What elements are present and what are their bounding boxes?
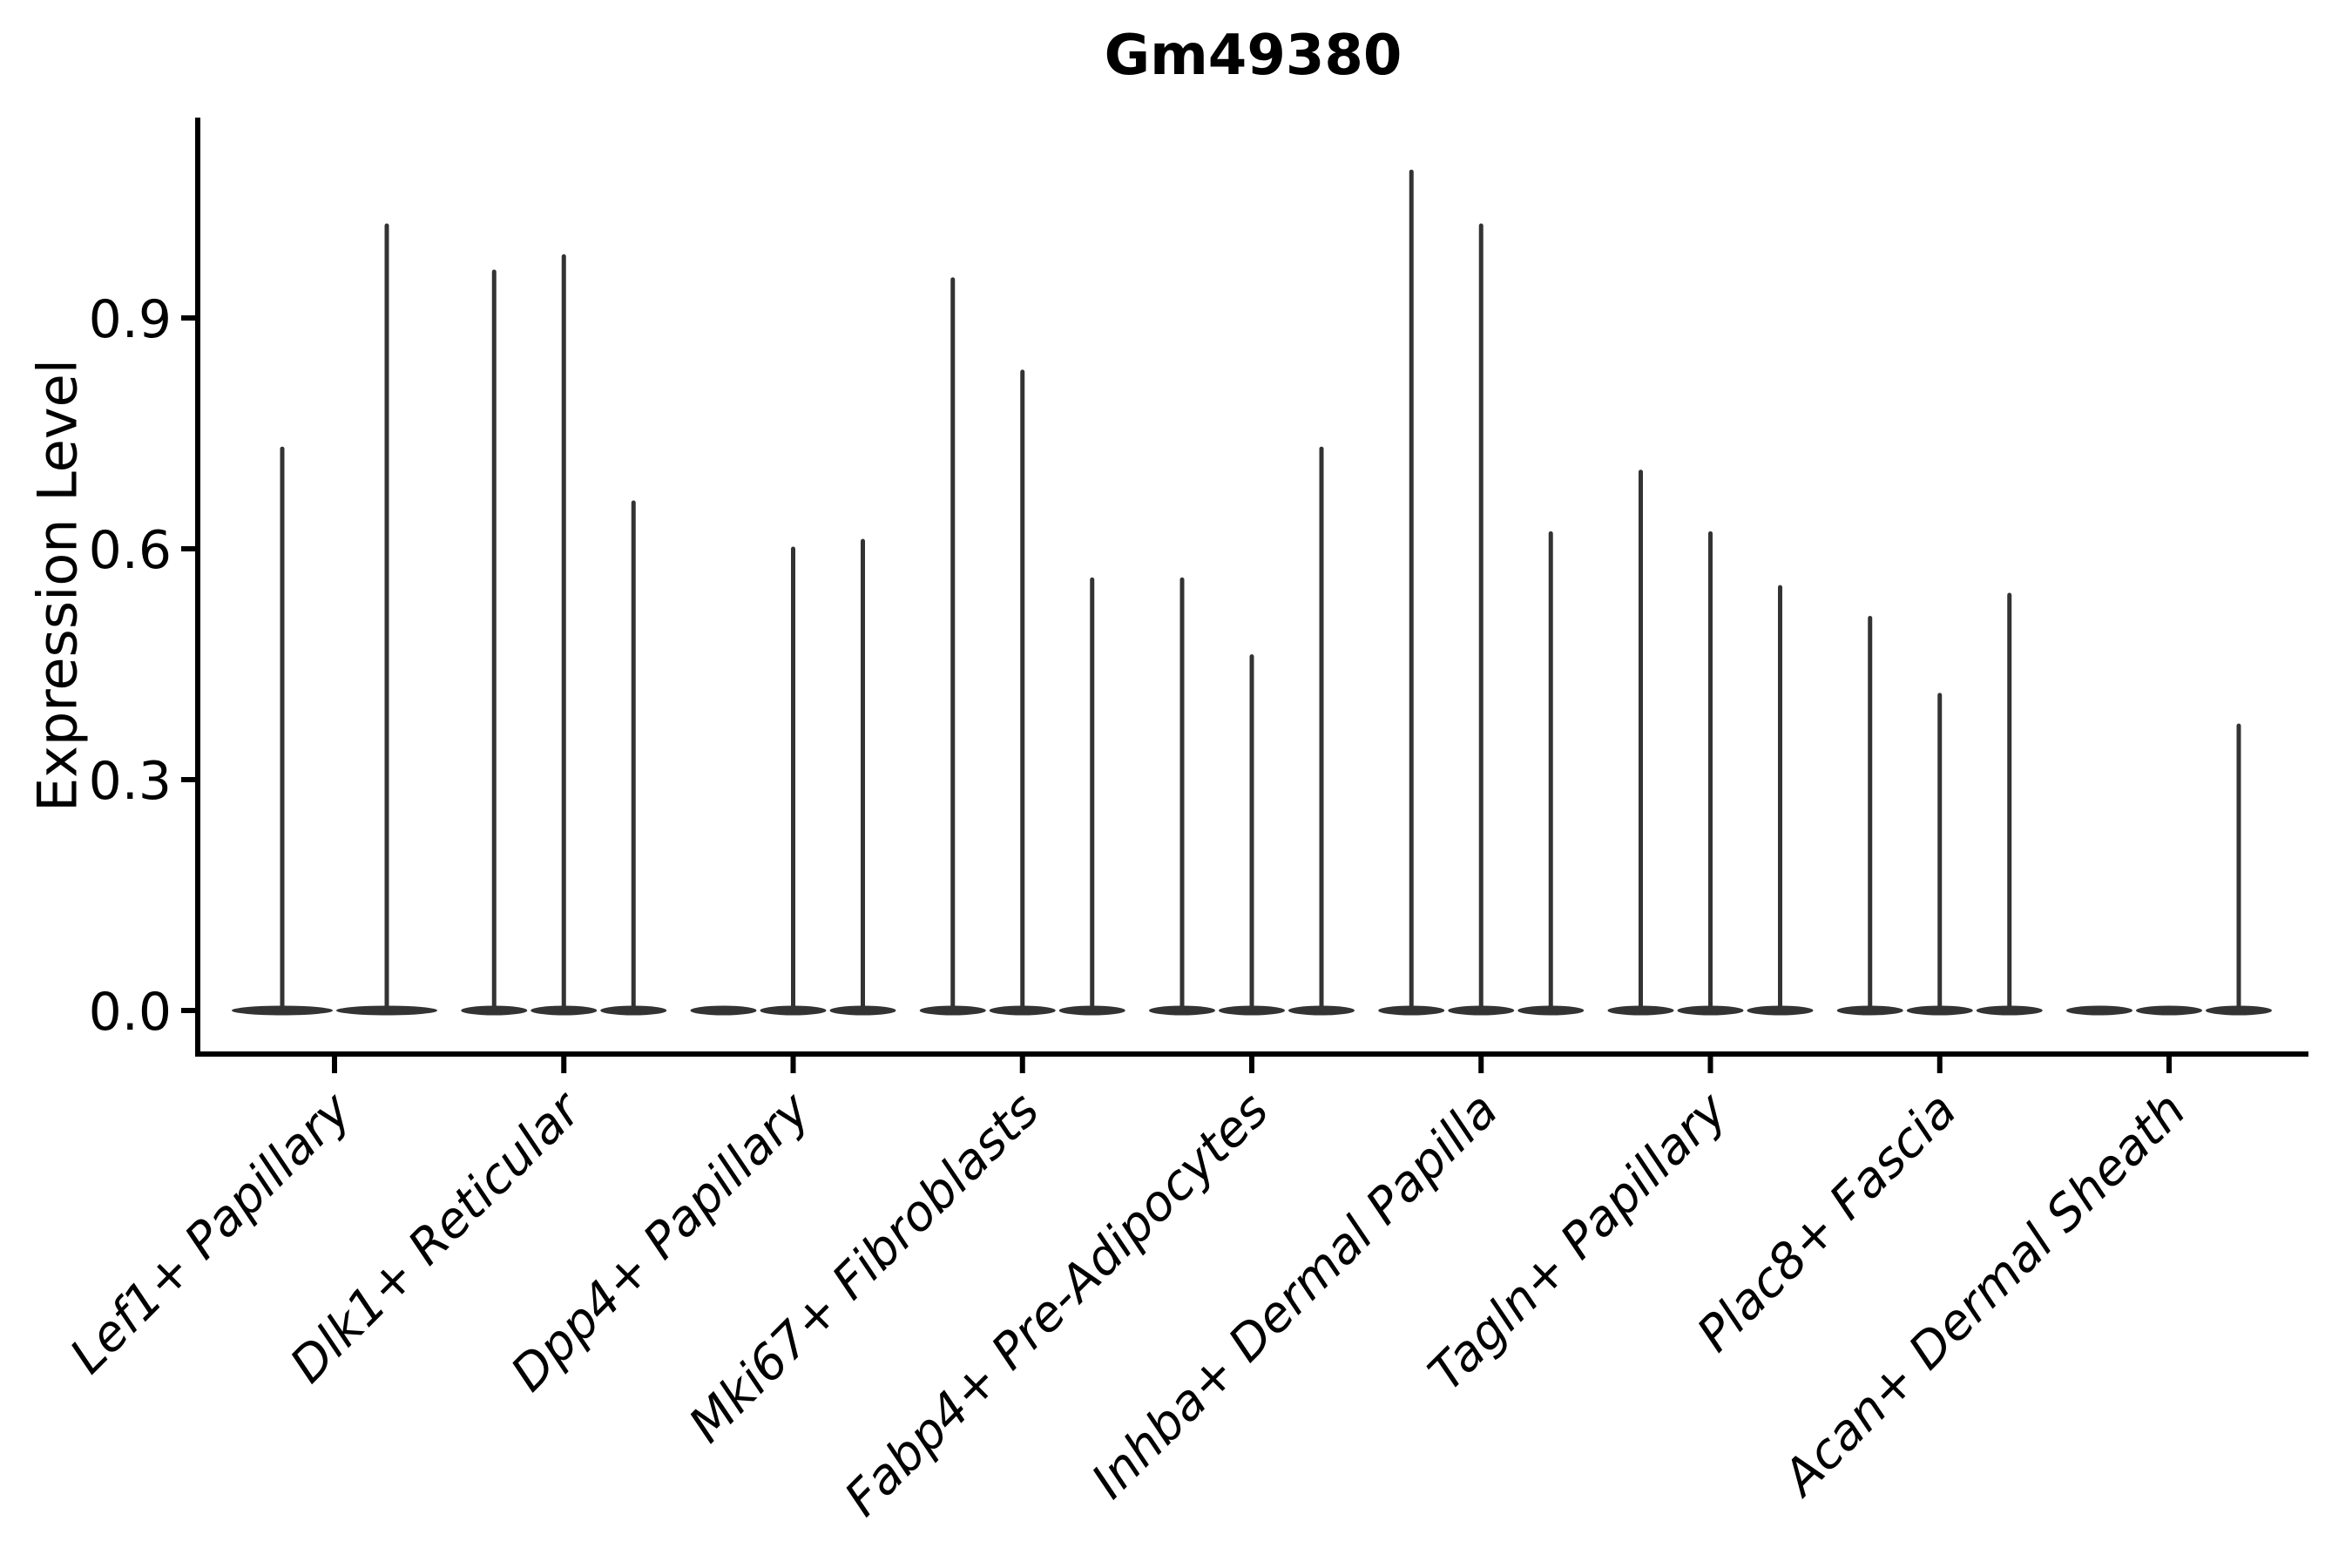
x-tick-label: Fabp4+ Pre-Adipocytes xyxy=(835,1082,1280,1527)
chart-title: Gm49380 xyxy=(1104,24,1402,88)
violin-base xyxy=(690,1005,757,1016)
y-tick-label: 0.3 xyxy=(89,751,172,812)
violin-base xyxy=(2136,1005,2202,1016)
y-tick-label: 0.0 xyxy=(89,982,172,1043)
x-tick-label: Inhba+ Dermal Papilla xyxy=(1081,1082,1509,1510)
y-tick-label: 0.9 xyxy=(89,289,172,350)
x-tick-label: Acan+ Dermal Sheath xyxy=(1771,1082,2197,1508)
violin-base xyxy=(2066,1005,2132,1016)
y-tick-label: 0.6 xyxy=(89,520,172,581)
